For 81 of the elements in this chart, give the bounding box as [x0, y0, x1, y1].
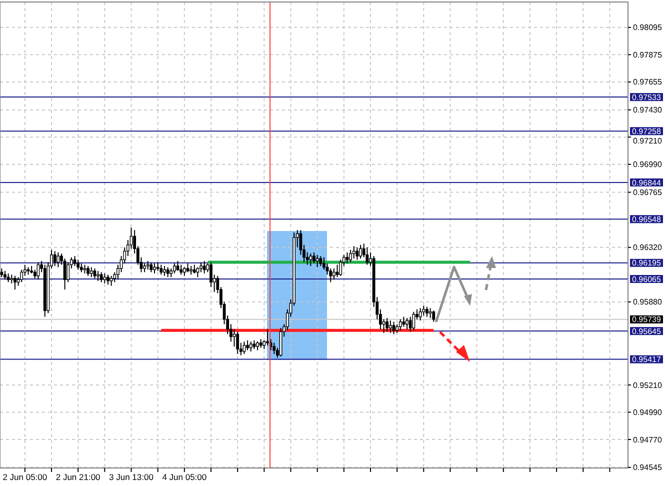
candlestick	[180, 264, 183, 276]
y-tick-label: 0.96320	[633, 243, 662, 252]
candlestick	[339, 259, 342, 276]
candlestick	[100, 272, 103, 283]
candlestick	[73, 256, 76, 266]
candlestick	[196, 266, 200, 278]
candlestick	[200, 262, 202, 273]
candlestick	[352, 246, 356, 260]
candlestick	[202, 260, 206, 274]
x-tick-label: 2 Jun 05:00	[2, 472, 48, 482]
candlestick	[359, 244, 362, 260]
candlestick	[319, 256, 322, 266]
ref-line-label: 0.96548	[632, 214, 662, 224]
candlestick	[312, 252, 316, 264]
candlestick	[412, 311, 416, 331]
x-tick-label: 2 Jun 21:00	[56, 472, 101, 482]
candlestick	[309, 253, 312, 266]
candlestick	[106, 274, 110, 286]
x-tick-label: 4 Jun 05:00	[162, 472, 207, 482]
ref-line-label: 0.97533	[632, 92, 662, 102]
candlestick	[110, 275, 113, 286]
candlestick	[53, 250, 56, 266]
candlestick	[160, 264, 163, 276]
candlestick	[398, 318, 402, 331]
candlestick	[242, 341, 246, 354]
candlestick	[86, 265, 90, 276]
candlestick	[150, 262, 153, 273]
candlestick	[236, 331, 240, 354]
candlestick	[316, 254, 319, 268]
candlestick	[76, 259, 80, 270]
y-tick-label: 0.94770	[633, 435, 662, 444]
candlestick	[176, 260, 180, 272]
ref-line-label: 0.95645	[632, 326, 662, 336]
x-tick-label: 3 Jun 13:00	[109, 472, 154, 482]
candlestick	[349, 249, 352, 263]
candlestick	[418, 308, 422, 322]
candlestick	[93, 268, 96, 279]
candlestick	[329, 268, 332, 283]
candlestick	[66, 262, 70, 283]
ref-line-label: 0.95739	[632, 315, 662, 324]
ref-line-label: 0.96065	[632, 274, 662, 284]
candlestick	[332, 268, 336, 280]
candlestick	[366, 246, 369, 266]
y-tick-label: 0.94990	[633, 408, 662, 418]
candlestick	[422, 305, 426, 316]
candlestick	[392, 321, 396, 335]
y-tick-label: 0.95880	[633, 298, 662, 307]
y-tick-label: 0.97655	[633, 78, 662, 87]
candlestick	[432, 310, 436, 322]
ref-line-label: 0.97258	[632, 126, 662, 136]
ref-line-label: 0.95417	[632, 355, 662, 364]
candlestick	[14, 275, 16, 290]
candlestick	[388, 320, 392, 334]
y-tick-label: 0.97430	[633, 106, 662, 115]
y-tick-label: 0.94545	[633, 463, 662, 472]
y-tick-label: 0.96990	[633, 160, 662, 170]
ref-line-label: 0.96844	[632, 178, 662, 188]
candlestick	[153, 263, 156, 274]
ref-line-label: 0.96195	[632, 258, 662, 268]
y-tick-label: 0.95210	[633, 380, 662, 390]
y-tick-label: 0.96765	[633, 188, 662, 198]
candlestick	[428, 308, 432, 319]
y-tick-label: 0.98095	[633, 23, 662, 32]
candlestick	[356, 246, 359, 260]
candlestick	[56, 252, 60, 268]
candlestick	[163, 265, 166, 276]
candlestick	[90, 266, 93, 278]
candlestick	[249, 341, 252, 352]
candlestick	[426, 306, 428, 318]
candlestick	[272, 342, 276, 354]
candlestick	[406, 318, 408, 330]
candlestick	[386, 318, 389, 332]
y-tick-label: 0.97210	[633, 136, 662, 146]
candlestick	[408, 316, 412, 332]
candlestick	[103, 272, 106, 284]
candlestick	[246, 340, 249, 351]
candlestick	[166, 266, 170, 278]
candlestick	[210, 262, 212, 288]
candlestick	[322, 256, 326, 270]
candlestick	[172, 263, 176, 274]
y-tick-label: 0.97875	[633, 50, 662, 60]
